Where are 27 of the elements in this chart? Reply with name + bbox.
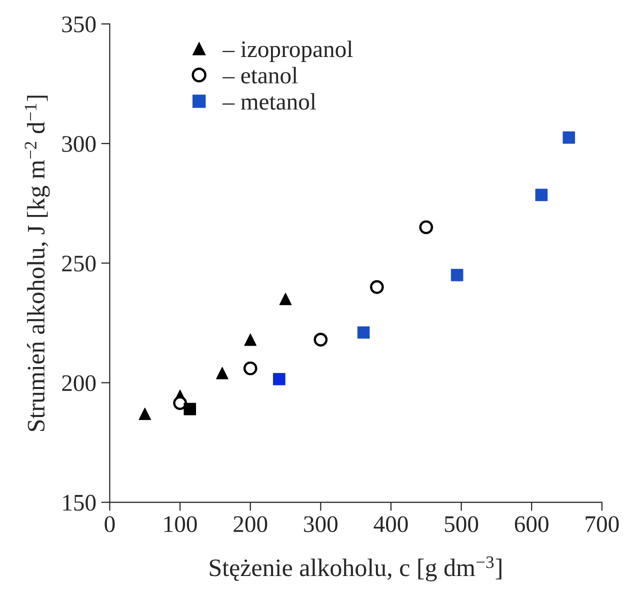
x-tick-label: 700 bbox=[586, 516, 619, 532]
legend-label: – etanol bbox=[222, 66, 298, 84]
x-tick-label: 500 bbox=[444, 516, 478, 532]
y-tick-label: 350 bbox=[62, 16, 96, 32]
x-tick-label: 400 bbox=[374, 516, 408, 532]
legend-label: – metanol bbox=[222, 93, 316, 110]
point bbox=[357, 326, 370, 339]
x-tick-label: 300 bbox=[304, 516, 338, 532]
point bbox=[562, 131, 576, 144]
y-tick-label: 150 bbox=[63, 494, 96, 511]
x-tick-label: 0 bbox=[104, 516, 115, 532]
x-axis-title: Stężenie alkoholu, c [g dm$^{−3}$] bbox=[210, 556, 502, 582]
point bbox=[450, 268, 464, 282]
y-tick-label: 200 bbox=[62, 375, 96, 392]
x-tick-label: 100 bbox=[164, 516, 197, 532]
y-axis-title: Strumień alkoholu, J [kg m$^{−2}$ d$^{−1}$] bbox=[24, 96, 50, 431]
legend-label: – izopropanol bbox=[222, 40, 353, 62]
y-tick-label: 250 bbox=[62, 256, 96, 272]
point bbox=[279, 292, 292, 306]
y-tick-label: 300 bbox=[62, 136, 96, 152]
point bbox=[273, 372, 286, 386]
point bbox=[244, 334, 257, 346]
x-tick-label: 600 bbox=[514, 516, 548, 532]
point bbox=[216, 366, 228, 380]
point bbox=[535, 188, 548, 202]
x-tick-label: 200 bbox=[234, 516, 268, 532]
point bbox=[138, 408, 152, 420]
